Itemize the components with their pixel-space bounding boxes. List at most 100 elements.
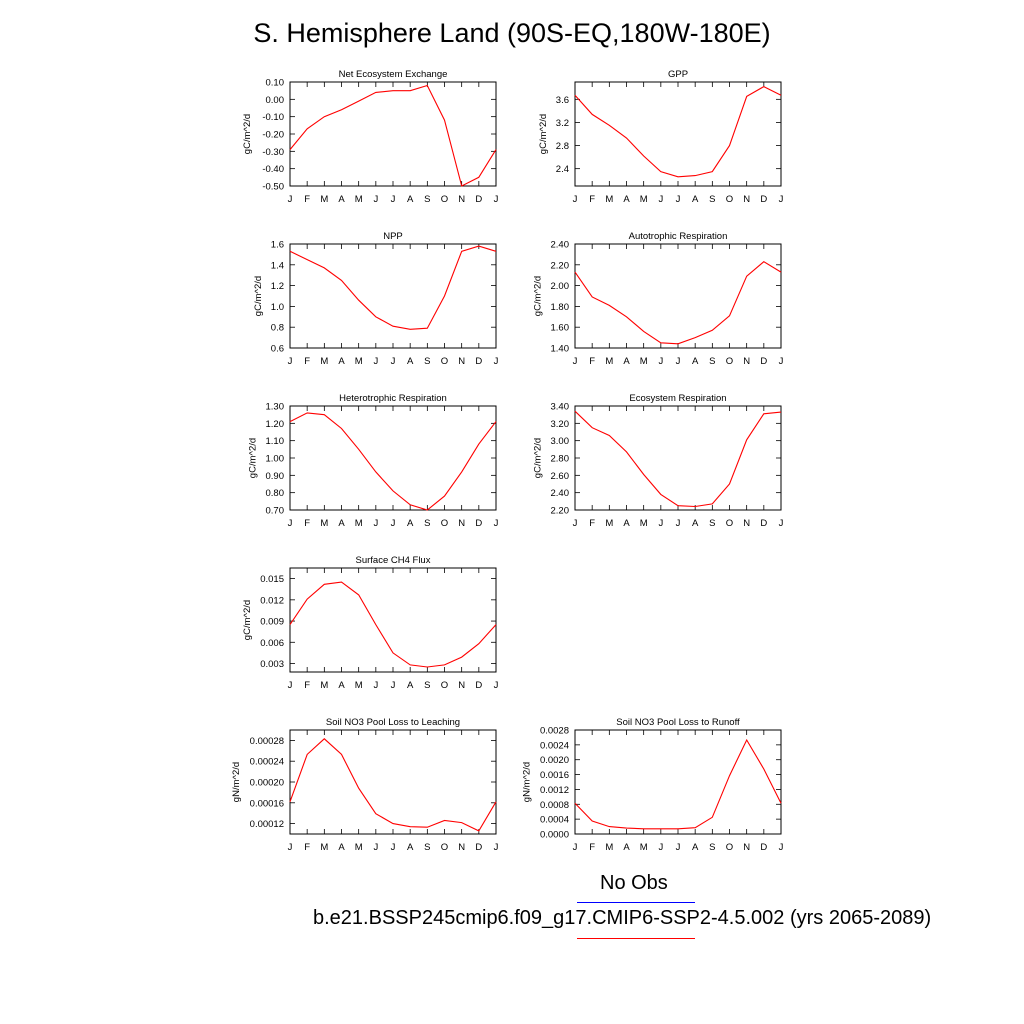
x-tick-label: M bbox=[320, 842, 328, 853]
plot-frame bbox=[289, 729, 497, 835]
series-line bbox=[289, 245, 497, 330]
y-tick-label: -0.40 bbox=[262, 164, 284, 175]
x-tick-label: J bbox=[779, 194, 784, 205]
x-tick-label: J bbox=[373, 518, 378, 529]
x-tick-label: A bbox=[407, 518, 414, 529]
x-tick-label: J bbox=[779, 842, 784, 853]
x-tick-label: J bbox=[573, 356, 578, 367]
x-tick-label: J bbox=[391, 680, 396, 691]
y-tick-label: 0.0024 bbox=[540, 740, 569, 751]
y-tick-label: -0.30 bbox=[262, 147, 284, 158]
x-tick-label: M bbox=[355, 842, 363, 853]
x-tick-label: J bbox=[288, 356, 293, 367]
y-tick-label: 0.8 bbox=[271, 323, 284, 334]
x-tick-label: J bbox=[494, 194, 499, 205]
panel-title: Surface CH4 Flux bbox=[356, 555, 431, 566]
y-tick-label: 0.00012 bbox=[250, 819, 284, 830]
x-tick-label: N bbox=[458, 842, 465, 853]
x-tick-label: D bbox=[475, 842, 482, 853]
x-tick-label: A bbox=[407, 194, 414, 205]
x-tick-label: M bbox=[640, 194, 648, 205]
x-tick-label: S bbox=[709, 518, 715, 529]
x-tick-label: F bbox=[589, 356, 595, 367]
x-tick-label: D bbox=[760, 842, 767, 853]
x-tick-label: A bbox=[338, 194, 345, 205]
y-tick-label: -0.50 bbox=[262, 182, 284, 193]
x-tick-label: J bbox=[676, 356, 681, 367]
x-tick-label: J bbox=[573, 842, 578, 853]
x-tick-label: F bbox=[589, 518, 595, 529]
x-tick-label: S bbox=[709, 194, 715, 205]
y-tick-label: 3.6 bbox=[556, 95, 569, 106]
x-tick-label: J bbox=[373, 842, 378, 853]
y-tick-label: 1.20 bbox=[266, 419, 285, 430]
y-tick-label: 0.6 bbox=[271, 344, 284, 355]
x-tick-label: D bbox=[475, 194, 482, 205]
x-tick-label: N bbox=[743, 194, 750, 205]
plot-frame bbox=[574, 243, 782, 349]
y-axis-label: gN/m^2/d bbox=[231, 762, 242, 802]
x-tick-label: M bbox=[355, 194, 363, 205]
x-tick-label: J bbox=[494, 680, 499, 691]
x-tick-label: J bbox=[573, 194, 578, 205]
x-tick-label: S bbox=[424, 842, 430, 853]
y-tick-label: 0.0012 bbox=[540, 785, 569, 796]
x-tick-label: N bbox=[743, 842, 750, 853]
x-tick-label: J bbox=[494, 518, 499, 529]
x-tick-label: O bbox=[726, 518, 733, 529]
y-tick-label: 0.70 bbox=[266, 506, 285, 517]
y-tick-label: 0.00028 bbox=[250, 736, 284, 747]
y-tick-label: 0.009 bbox=[260, 617, 284, 628]
x-tick-label: M bbox=[640, 518, 648, 529]
x-tick-label: J bbox=[391, 194, 396, 205]
y-tick-label: -0.10 bbox=[262, 112, 284, 123]
y-tick-label: 1.60 bbox=[551, 323, 570, 334]
y-axis-label: gC/m^2/d bbox=[242, 114, 253, 154]
x-tick-label: D bbox=[475, 518, 482, 529]
y-tick-label: 3.2 bbox=[556, 118, 569, 129]
series-line bbox=[289, 581, 497, 668]
x-tick-label: A bbox=[623, 194, 630, 205]
x-tick-label: F bbox=[304, 518, 310, 529]
plot-frame bbox=[574, 81, 782, 187]
y-tick-label: 0.0004 bbox=[540, 815, 569, 826]
x-tick-label: M bbox=[355, 356, 363, 367]
x-tick-label: F bbox=[589, 842, 595, 853]
x-tick-label: A bbox=[692, 842, 699, 853]
legend-line-obs bbox=[577, 902, 695, 903]
x-tick-label: J bbox=[658, 842, 663, 853]
x-tick-label: N bbox=[743, 356, 750, 367]
x-tick-label: D bbox=[760, 194, 767, 205]
y-axis-label: gC/m^2/d bbox=[538, 114, 549, 154]
x-tick-label: S bbox=[424, 518, 430, 529]
series-line bbox=[574, 261, 782, 345]
x-tick-label: S bbox=[424, 356, 430, 367]
series-line bbox=[289, 84, 497, 187]
x-tick-label: N bbox=[458, 194, 465, 205]
plot-frame bbox=[289, 567, 497, 673]
y-tick-label: 2.60 bbox=[551, 471, 570, 482]
legend-label-model: b.e21.BSSP245cmip6.f09_g17.CMIP6-SSP2-4.… bbox=[313, 907, 932, 929]
x-tick-label: O bbox=[441, 518, 448, 529]
x-tick-label: N bbox=[458, 680, 465, 691]
x-tick-label: J bbox=[779, 518, 784, 529]
y-tick-label: 1.80 bbox=[551, 302, 570, 313]
x-tick-label: J bbox=[391, 356, 396, 367]
y-tick-label: 0.012 bbox=[260, 595, 284, 606]
y-axis-label: gC/m^2/d bbox=[533, 276, 544, 316]
y-tick-label: 1.10 bbox=[266, 436, 285, 447]
y-tick-label: 0.10 bbox=[266, 78, 285, 89]
y-tick-label: 1.2 bbox=[271, 281, 284, 292]
page-title: S. Hemisphere Land (90S-EQ,180W-180E) bbox=[253, 18, 771, 48]
x-tick-label: F bbox=[304, 842, 310, 853]
x-tick-label: M bbox=[605, 356, 613, 367]
series-line bbox=[574, 738, 782, 830]
y-tick-label: 1.4 bbox=[271, 260, 284, 271]
y-tick-label: 0.0008 bbox=[540, 800, 569, 811]
x-tick-label: M bbox=[640, 842, 648, 853]
x-tick-label: D bbox=[760, 518, 767, 529]
y-tick-label: 0.00024 bbox=[250, 757, 284, 768]
x-tick-label: M bbox=[320, 680, 328, 691]
